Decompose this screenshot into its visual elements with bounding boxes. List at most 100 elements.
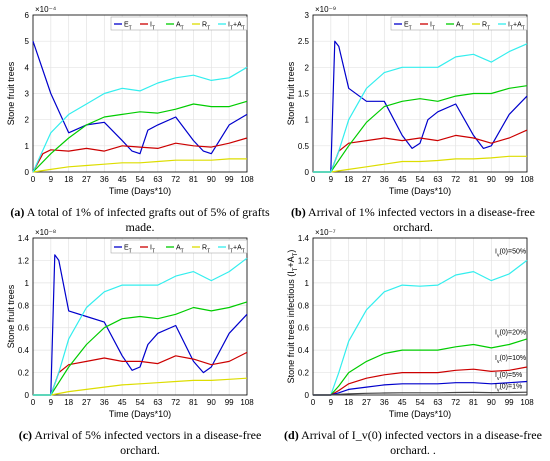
y-tick-label: 5 [25,37,30,46]
y-tick-label: 0.4 [18,346,30,355]
y-axis-label: Stone fruit trees [6,284,16,348]
series-label: Iv(0)=50% [495,249,526,259]
x-tick-label: 72 [171,398,180,407]
x-tick-label: 108 [520,175,534,184]
series-line [33,301,248,396]
series-line [313,129,528,173]
series-line [313,40,528,173]
legend: ET IT AT RT IT+AT [390,16,528,32]
legend-entry: IT+AT [228,22,245,32]
x-tick-label: 36 [380,398,389,407]
x-tick-label: 81 [189,398,198,407]
axes-frame [32,237,248,396]
x-tick-label: 90 [487,398,496,407]
y-tick-label: 4 [25,63,30,72]
legend-entry: IT+AT [228,245,245,255]
y-tick-label: 0.6 [18,324,30,333]
x-tick-label: 27 [82,175,91,184]
y-tick-label: 1 [305,116,310,125]
series-line [33,257,248,396]
x-tick-label: 99 [225,398,234,407]
x-tick-label: 18 [64,175,73,184]
y-tick-label: 2.5 [298,37,310,46]
series-line [33,377,248,396]
x-tick-label: 0 [311,175,316,184]
x-tick-label: 27 [362,175,371,184]
x-tick-label: 18 [344,398,353,407]
series-line [33,254,248,396]
legend-entry: ET [124,22,132,32]
x-tick-label: 0 [31,175,36,184]
x-tick-label: 27 [82,398,91,407]
legend-entry: IT+AT [508,22,525,32]
axes-frame [32,14,248,173]
y-tick-label: 0 [25,168,30,177]
x-tick-label: 81 [189,175,198,184]
chart-panel-0: 0 9 18 27 36 45 54 63 72 81 90 99 1080123456×10⁻⁴Tim… [6,5,254,196]
axis-exponent: ×10⁻⁴ [35,5,57,14]
legend-entry: IT [150,245,155,255]
y-tick-label: 2 [25,116,30,125]
y-tick-label: 0.6 [298,324,310,333]
y-axis-label: Stone fruit trees infectious (IT+AT) [286,250,299,384]
axis-exponent: ×10⁻⁷ [315,228,336,237]
x-tick-label: 0 [31,398,36,407]
y-tick-label: 0.4 [298,346,310,355]
legend-entry: AT [456,22,464,32]
legend-entry: AT [176,245,184,255]
x-tick-label: 54 [136,398,145,407]
legend-entry: AT [176,22,184,32]
series-line [32,41,248,155]
series-line [32,100,248,173]
legend-entry: RT [202,245,210,255]
series-line [313,366,528,396]
legend-entry: IT [430,22,435,32]
x-tick-label: 54 [416,398,425,407]
caption-d: (d) Arrival of I_v(0) infected vectors i… [284,428,542,457]
x-axis-label: Time (Days*10) [109,409,171,419]
series-label: Iv(0)=10% [495,355,526,365]
x-axis-label: Time (Days*10) [109,186,171,196]
series-line [313,85,528,173]
x-tick-label: 108 [240,175,254,184]
x-tick-label: 72 [451,398,460,407]
caption-b: (b) Arrival of 1% infected vectors in a … [291,205,535,234]
chart-panel-2: 0 9 18 27 36 45 54 63 72 81 90 99 108 0 0.2 0.4 0.6 0.8 1 1… [6,228,254,419]
legend-entry: IT [150,22,155,32]
x-tick-label: 90 [207,175,216,184]
x-tick-label: 9 [49,398,54,407]
y-tick-label: 0.2 [18,369,30,378]
y-axis-label: Stone fruit trees [6,61,16,125]
x-tick-label: 54 [416,175,425,184]
x-tick-label: 9 [329,398,334,407]
x-tick-label: 18 [64,398,73,407]
series-line [33,351,248,396]
x-tick-label: 81 [469,398,478,407]
chart-panel-3: 0 9 18 27 36 45 54 63 72 81 90 99 108 0 0.2 0.4 0.6 0.8 1 1… [286,228,534,419]
legend-box [110,16,248,31]
legend-box [110,239,248,254]
series-line [313,338,528,396]
axis-exponent: ×10⁻⁹ [315,5,336,14]
series-line [32,66,248,173]
series-line [313,259,528,396]
series-line [313,43,528,173]
legend-entry: RT [202,22,210,32]
x-axis-label: Time (Days*10) [389,186,451,196]
x-tick-label: 63 [433,175,442,184]
x-tick-label: 90 [487,175,496,184]
x-tick-label: 45 [118,175,127,184]
y-tick-label: 0.2 [298,369,310,378]
x-tick-label: 90 [207,398,216,407]
y-tick-label: 3 [305,11,310,20]
legend-entry: ET [124,245,132,255]
y-tick-label: 1.2 [18,256,30,265]
legend-entry: RT [482,22,490,32]
x-tick-label: 54 [136,175,145,184]
x-tick-label: 108 [520,398,534,407]
axes-frame [312,14,528,173]
caption-c: (c) Arrival of 5% infected vectors in a … [18,428,262,457]
x-tick-label: 9 [329,175,334,184]
caption-a: (a) A total of 1% of infected grafts out… [10,205,270,234]
y-tick-label: 1.5 [298,90,310,99]
